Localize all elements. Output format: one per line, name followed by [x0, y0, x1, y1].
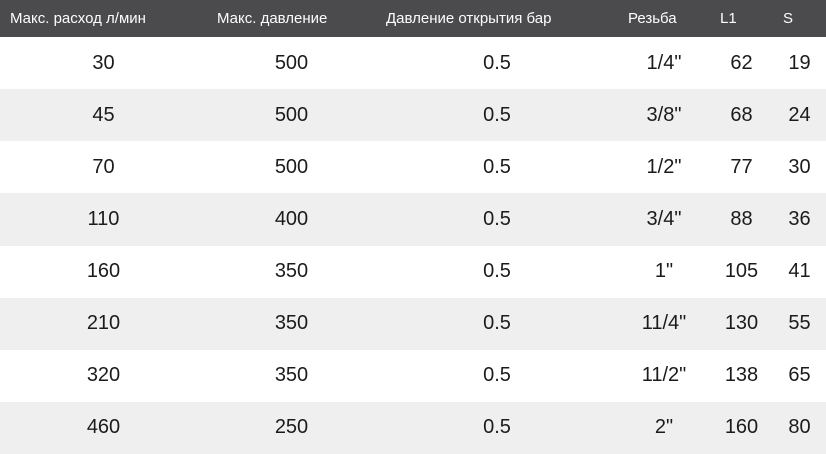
table-cell: 70 — [92, 155, 115, 178]
header-row: Макс. расход л/мин Макс. давление Давление… — [0, 0, 826, 37]
table-cell: 2" — [654, 416, 674, 439]
table-cell: 24 — [788, 103, 811, 126]
table-row: 45 500 0.5 3/8" 68 24 — [0, 89, 826, 142]
table-row: 460 250 0.5 2" 160 80 — [0, 401, 826, 454]
table-cell: 500 — [274, 155, 309, 178]
table-cell: 62 — [730, 51, 753, 74]
table-cell: 160 — [724, 416, 759, 439]
table-cell: 0.5 — [483, 51, 511, 74]
table-row: 160 350 0.5 1" 105 41 — [0, 245, 826, 298]
table-cell: 45 — [92, 103, 115, 126]
table-cell: 250 — [274, 416, 309, 439]
table-cell: 500 — [274, 51, 309, 74]
table-cell: 0.5 — [483, 207, 511, 230]
table-cell: 460 — [86, 416, 121, 439]
table-row: 320 350 0.5 11/2" 138 65 — [0, 349, 826, 402]
table-cell: 0.5 — [483, 260, 511, 283]
table-cell: 320 — [86, 364, 121, 387]
table-cell: 350 — [274, 364, 309, 387]
column-header: Макс. давление — [207, 0, 376, 37]
table-cell: 30 — [92, 51, 115, 74]
table-cell: 68 — [730, 103, 753, 126]
table-cell: 3/8" — [646, 103, 682, 126]
table-cell: 130 — [724, 312, 759, 335]
table-cell: 0.5 — [483, 155, 511, 178]
table-row: 210 350 0.5 11/4" 130 55 — [0, 297, 826, 350]
column-header: Макс. расход л/мин — [0, 0, 207, 37]
table-cell: 210 — [86, 312, 121, 335]
table-cell: 350 — [274, 312, 309, 335]
table-header: Макс. расход л/мин Макс. давление Давление… — [0, 0, 826, 37]
table-cell: 138 — [724, 364, 759, 387]
column-header: Давление открытия бар — [376, 0, 618, 37]
column-header: Резьба — [618, 0, 710, 37]
table-cell: 3/4" — [646, 207, 682, 230]
table-cell: 55 — [788, 312, 811, 335]
table-cell: 30 — [788, 155, 811, 178]
table-cell: 160 — [86, 260, 121, 283]
table-cell: 11/4" — [641, 312, 687, 335]
table-cell: 88 — [730, 207, 753, 230]
table-cell: 110 — [87, 207, 120, 230]
table-cell: 1" — [654, 260, 674, 283]
table-cell: 0.5 — [483, 364, 511, 387]
table-cell: 0.5 — [483, 416, 511, 439]
table-cell: 0.5 — [483, 312, 511, 335]
table-cell: 19 — [788, 51, 811, 74]
table-row: 30 500 0.5 1/4" 62 19 — [0, 37, 826, 90]
table-body: 30 500 0.5 1/4" 62 19 45 500 0.5 3/8" 68 24 70 500 0.5… — [0, 37, 826, 454]
table-cell: 36 — [788, 207, 811, 230]
table-row: 110 400 0.5 3/4" 88 36 — [0, 193, 826, 246]
table-cell: 350 — [274, 260, 309, 283]
table-cell: 500 — [274, 103, 309, 126]
table-cell: 0.5 — [483, 103, 511, 126]
table-row: 70 500 0.5 1/2" 77 30 — [0, 141, 826, 194]
table-cell: 105 — [724, 260, 759, 283]
table-cell: 41 — [788, 260, 811, 283]
table-cell: 77 — [730, 155, 753, 178]
table-cell: 400 — [274, 207, 309, 230]
column-header: S — [773, 0, 826, 37]
table-cell: 65 — [788, 364, 811, 387]
table-cell: 80 — [788, 416, 811, 439]
column-header: L1 — [710, 0, 773, 37]
table-cell: 1/2" — [646, 155, 682, 178]
table-cell: 1/4" — [646, 51, 682, 74]
table-cell: 11/2" — [641, 364, 687, 387]
